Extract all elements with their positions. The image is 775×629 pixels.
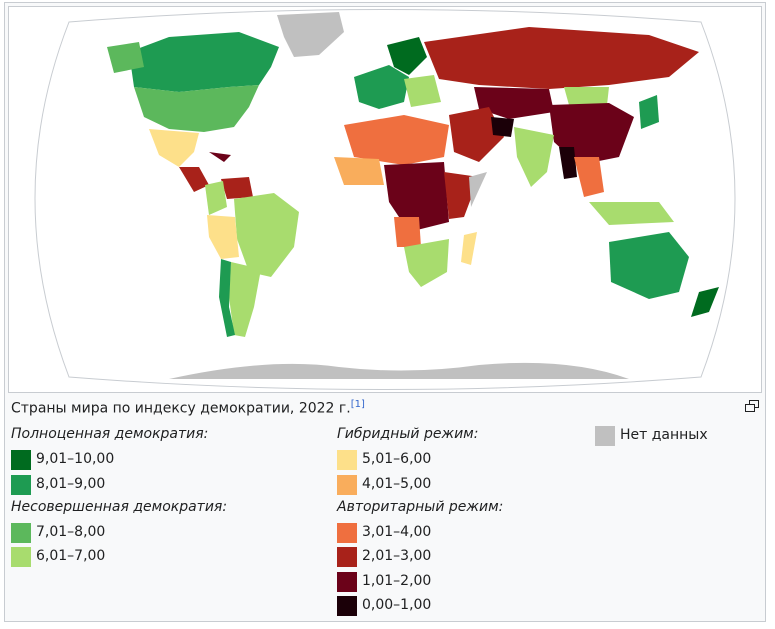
legend-label: 2,01–3,00: [362, 548, 432, 564]
somalia: [469, 172, 487, 207]
legend-label: 6,01–7,00: [36, 548, 106, 564]
legend-item: 0,00–1,00: [337, 596, 537, 616]
myanmar: [559, 147, 577, 179]
legend-item: 4,01–5,00: [337, 475, 537, 495]
argentina: [229, 262, 261, 337]
russia: [424, 27, 699, 89]
west-africa: [334, 157, 384, 185]
legend-label: 8,01–9,00: [36, 476, 106, 492]
peru: [207, 215, 239, 259]
canada: [129, 32, 279, 92]
legend-label: 3,01–4,00: [362, 524, 432, 540]
legend-label: 0,00–1,00: [362, 597, 432, 613]
venezuela: [221, 177, 253, 199]
legend-swatch: [337, 547, 357, 567]
legend-heading-full-democracy: Полноценная демократия:: [11, 426, 209, 442]
north-africa: [344, 115, 449, 165]
legend-swatch: [11, 547, 31, 567]
legend-swatch: [337, 596, 357, 616]
world-map-svg: [34, 9, 736, 390]
mexico: [149, 129, 199, 167]
legend-item: 6,01–7,00: [11, 547, 211, 567]
legend-label: 9,01–10,00: [36, 451, 115, 467]
japan: [639, 95, 659, 129]
legend-heading-authoritarian-regime: Авторитарный режим:: [337, 499, 504, 515]
scandinavia: [387, 37, 427, 75]
se-asia: [574, 157, 604, 197]
india: [514, 127, 554, 187]
central-asia: [474, 87, 554, 119]
legend-label: Нет данных: [620, 427, 708, 443]
legend-item: 1,01–2,00: [337, 572, 537, 592]
australia: [609, 232, 689, 299]
legend-label: 7,01–8,00: [36, 524, 106, 540]
eastern-europe: [404, 75, 441, 107]
legend-swatch: [337, 450, 357, 470]
legend-swatch: [337, 523, 357, 543]
southern-africa: [404, 239, 449, 287]
legend-label: 4,01–5,00: [362, 476, 432, 492]
greenland: [277, 12, 344, 57]
legend-item-no-data: Нет данных: [595, 426, 755, 446]
new-zealand: [691, 287, 719, 317]
madagascar: [461, 232, 477, 265]
caption-text: Страны мира по индексу демократии, 2022 …: [11, 400, 351, 417]
legend-label: 1,01–2,00: [362, 573, 432, 589]
legend-swatch: [11, 450, 31, 470]
legend-label: 5,01–6,00: [362, 451, 432, 467]
legend-swatch: [11, 475, 31, 495]
reference-link[interactable]: [1]: [350, 399, 365, 410]
angola: [394, 217, 421, 247]
legend-swatch: [337, 475, 357, 495]
world-map[interactable]: [8, 6, 762, 393]
mongolia: [564, 87, 609, 105]
colombia: [205, 181, 227, 215]
chile: [219, 259, 235, 337]
legend-item: 9,01–10,00: [11, 450, 211, 470]
central-america: [179, 167, 209, 192]
western-europe: [354, 65, 409, 109]
legend-swatch: [595, 426, 615, 446]
legend-item: 5,01–6,00: [337, 450, 537, 470]
map-figure: Страны мира по индексу демократии, 2022 …: [4, 2, 766, 622]
middle-east: [449, 107, 504, 162]
legend-item: 3,01–4,00: [337, 523, 537, 543]
legend-swatch: [337, 572, 357, 592]
legend-swatch: [11, 523, 31, 543]
alaska: [107, 42, 144, 73]
legend-item: 7,01–8,00: [11, 523, 211, 543]
legend-item: 2,01–3,00: [337, 547, 537, 567]
legend-heading-hybrid-regime: Гибридный режим:: [337, 426, 479, 442]
cuba: [209, 152, 231, 162]
enlarge-icon[interactable]: [745, 400, 759, 412]
indonesia: [589, 202, 674, 225]
antarctica: [169, 362, 629, 379]
usa: [134, 85, 259, 132]
central-africa: [384, 162, 449, 232]
afghanistan: [491, 117, 514, 137]
legend-item: 8,01–9,00: [11, 475, 211, 495]
brazil: [234, 193, 299, 277]
legend-heading-flawed-democracy: Несовершенная демократия:: [11, 499, 228, 515]
map-caption: Страны мира по индексу демократии, 2022 …: [11, 399, 365, 417]
